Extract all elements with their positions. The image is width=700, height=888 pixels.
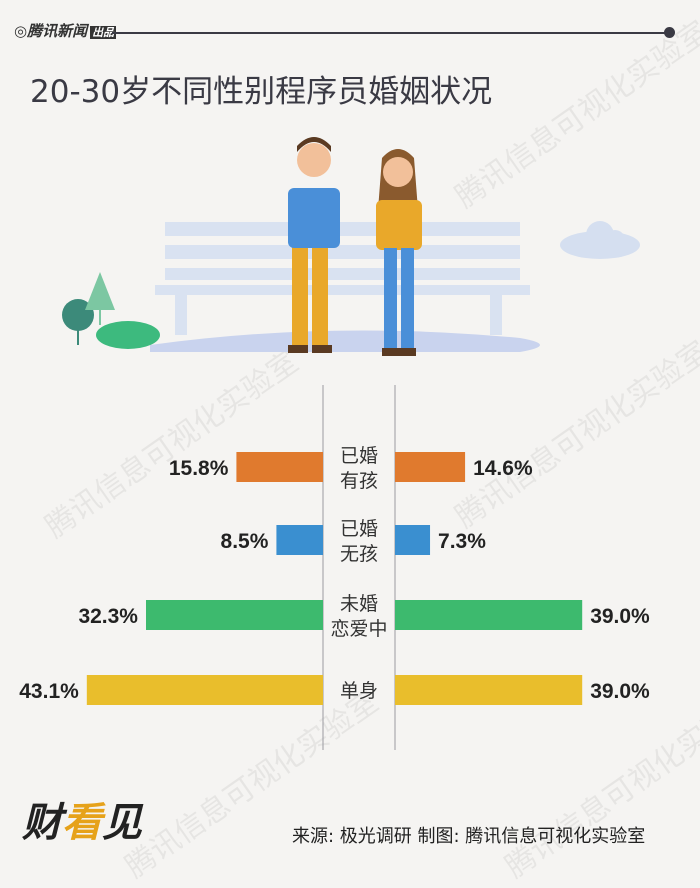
bar-right-0 bbox=[395, 452, 466, 482]
data-label-right: 14.6% bbox=[473, 457, 533, 480]
data-label-left: 32.3% bbox=[78, 605, 138, 628]
category-label: 恋爱中 bbox=[330, 618, 387, 640]
data-label-left: 43.1% bbox=[19, 680, 79, 703]
bar-left-3 bbox=[86, 675, 323, 705]
bar-left-0 bbox=[236, 452, 323, 482]
bench-icon bbox=[155, 222, 530, 335]
header-line bbox=[112, 32, 666, 34]
bar-left-1 bbox=[276, 525, 323, 555]
source-credit: 来源: 极光调研 制图: 腾讯信息可视化实验室 bbox=[292, 826, 646, 847]
data-label-right: 39.0% bbox=[590, 680, 650, 703]
data-label-right: 7.3% bbox=[438, 530, 486, 553]
category-label: 无孩 bbox=[340, 543, 378, 565]
data-label-left: 8.5% bbox=[221, 530, 269, 553]
brand-logo: ◎腾讯新闻 出品 bbox=[14, 22, 117, 40]
category-label: 已婚 bbox=[340, 518, 378, 540]
data-label-left: 15.8% bbox=[169, 457, 229, 480]
tree-icon bbox=[62, 272, 160, 349]
cloud-icon bbox=[560, 221, 640, 259]
bar-right-3 bbox=[395, 675, 583, 705]
female-figure-icon bbox=[376, 149, 422, 356]
category-label: 已婚 bbox=[340, 445, 378, 467]
category-label: 有孩 bbox=[340, 470, 378, 492]
chart-title: 20-30岁不同性别程序员婚姻状况 bbox=[30, 74, 493, 110]
male-figure-icon bbox=[288, 137, 340, 353]
bar-right-1 bbox=[395, 525, 431, 555]
data-label-right: 39.0% bbox=[590, 605, 650, 628]
category-label: 单身 bbox=[340, 680, 378, 702]
ground-shadow bbox=[150, 330, 540, 352]
header-dot bbox=[664, 27, 675, 38]
bar-left-2 bbox=[145, 600, 323, 630]
caikanjian-logo: 财看见 bbox=[22, 800, 142, 846]
category-label: 未婚 bbox=[340, 593, 378, 615]
bar-right-2 bbox=[395, 600, 583, 630]
